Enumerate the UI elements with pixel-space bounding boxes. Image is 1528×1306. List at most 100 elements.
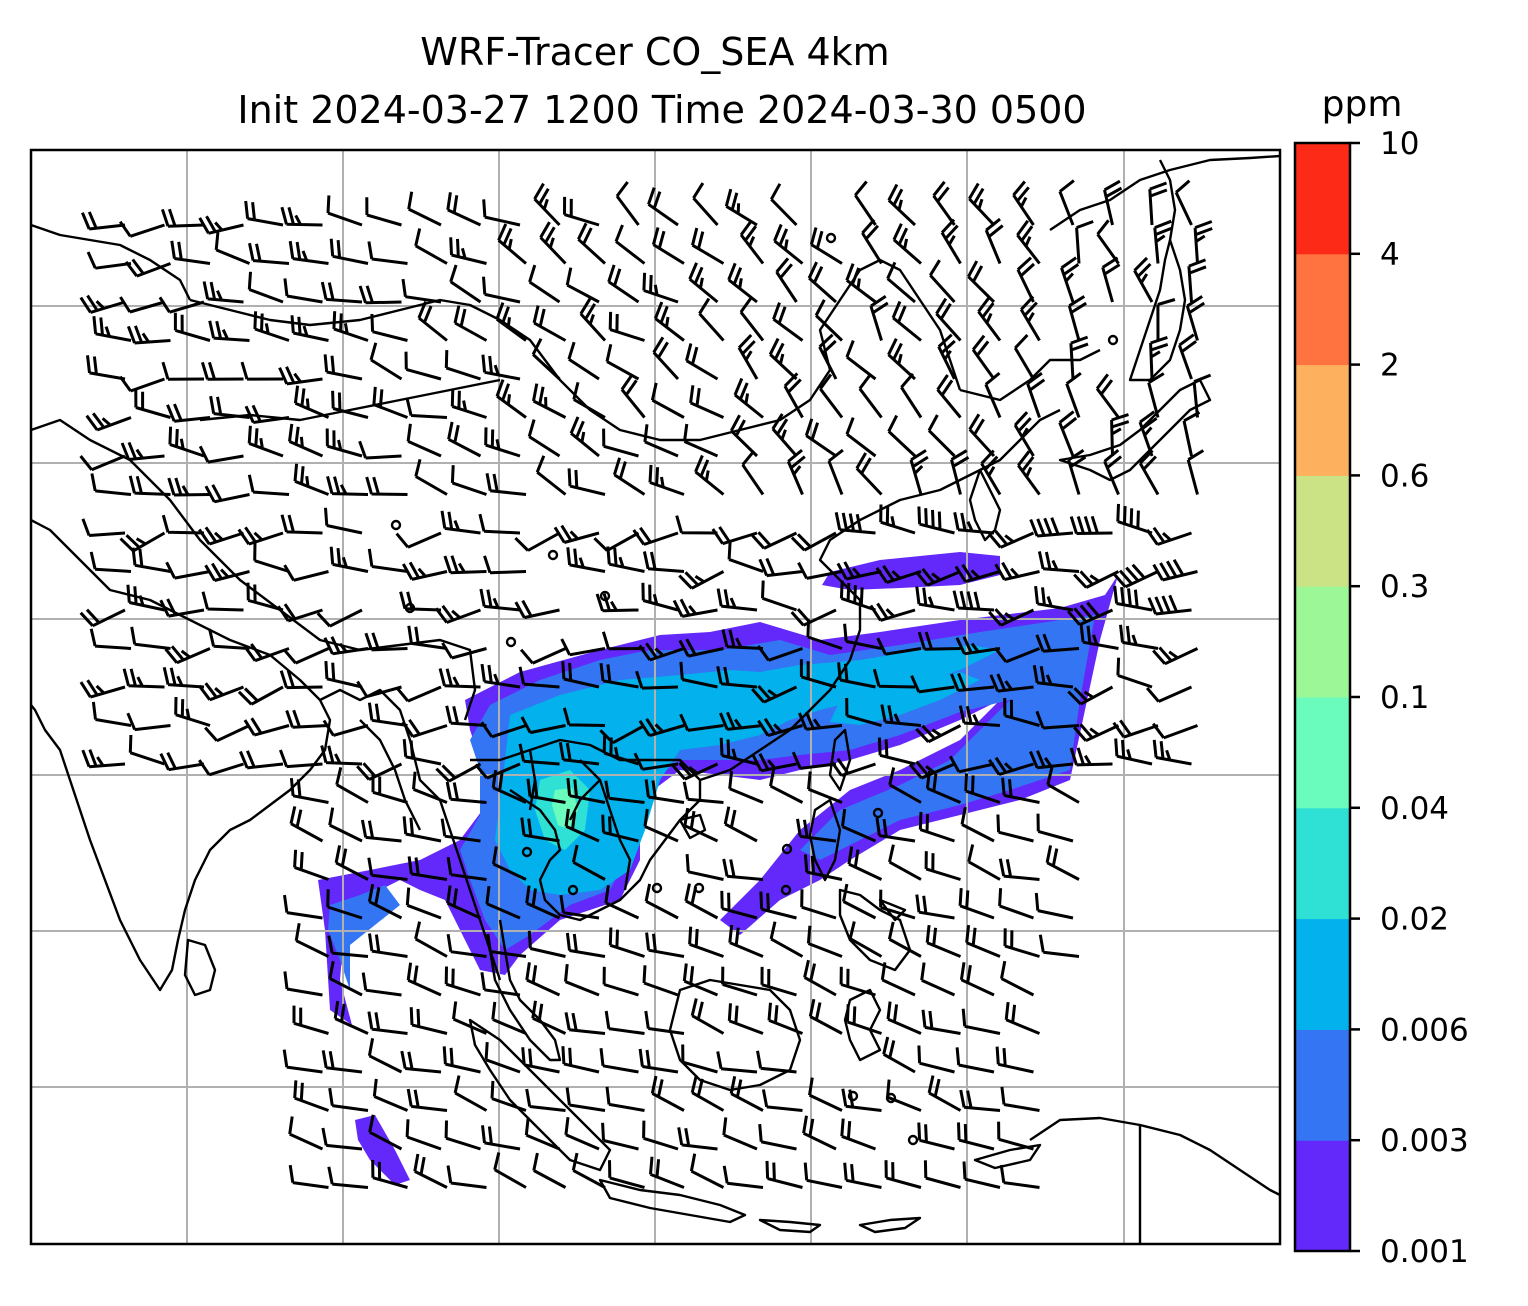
wind-barb [827,448,844,496]
wind-barb [401,561,448,581]
wind-barb [481,354,521,381]
wind-barb [514,531,561,552]
wind-barb [564,1117,600,1151]
wind-barb [567,341,600,381]
wind-barb [401,718,448,739]
wind-barb [758,557,803,578]
wind-barb [164,645,211,665]
wind-barb [332,311,369,342]
wind-barb [786,448,806,496]
wind-barb [917,1045,955,1074]
wind-barb [253,542,290,573]
wind-barb [917,1122,955,1151]
wind-barb [367,1011,408,1035]
wind-barb [769,183,798,227]
wind-barb [758,1123,797,1151]
wind-barb [1145,526,1192,546]
wind-barb [565,1087,606,1112]
wind-barb [1069,515,1113,535]
wind-barb [880,704,922,727]
wind-barb [479,588,521,612]
wind-barb [959,962,995,997]
wind-barb [643,424,679,458]
wind-calm-marker [567,884,579,896]
wind-barb [886,1001,922,1035]
wind-barb [807,771,843,804]
wind-calm-marker [651,882,663,894]
wind-barb [675,515,718,535]
wind-barb [1073,570,1120,589]
wind-barb [751,531,798,550]
wind-barb [253,311,290,342]
wind-barb [327,1166,369,1189]
wind-barb [367,241,408,265]
wind-barb [161,514,205,535]
wind-barb [452,1001,488,1035]
wind-barb [561,661,600,689]
wind-barb [406,1088,448,1112]
wind-barb [968,182,996,227]
wind-barb [751,685,798,704]
wind-barb [1152,739,1192,766]
wind-barb [322,719,369,737]
wind-barb [166,403,211,423]
wind-barb [446,192,482,227]
wind-barb [604,780,645,804]
wind-barb [86,355,126,381]
wind-barb [1145,685,1193,703]
wind-barb [564,1012,606,1035]
wind-barb [200,361,244,381]
wind-barb [620,374,646,419]
wind-barb [818,333,838,380]
wind-barb [1079,624,1119,650]
wind-barb [202,281,244,304]
wind-barb [1016,219,1041,265]
wind-barb [321,1050,363,1074]
wind-barb [861,218,883,265]
wind-barb [1116,657,1153,689]
wind-calm-marker [547,549,559,561]
wind-barb [1003,928,1040,958]
wind-barb [1119,624,1159,650]
colorbar-segment [1295,586,1350,698]
wind-barb [1036,813,1074,843]
wind-barb [915,586,955,612]
wind-barb [614,224,646,265]
wind-barb [1133,256,1154,303]
wind-barb [950,449,970,495]
wind-barb [324,507,363,535]
wind-calm-marker [693,882,705,894]
wind-barb [526,778,566,804]
wind-barb [642,965,679,997]
wind-barb [879,889,916,920]
wind-barb [485,886,521,920]
wind-barbs [79,179,1213,1189]
wind-barb [440,510,481,535]
wind-barb [331,390,369,419]
wind-barb [993,646,1041,664]
wind-barb [1035,633,1080,653]
wind-barb [724,188,758,227]
wind-barb [81,518,126,537]
wind-barb [769,921,804,958]
wind-barb [532,383,567,419]
colorbar-segment [1295,1140,1350,1252]
wind-barb [79,608,126,628]
wind-barb [593,531,640,552]
wind-barb [1034,892,1074,920]
wind-barb [198,759,244,777]
wind-barb [486,933,527,958]
wind-barb [440,818,481,843]
wind-barb [729,1076,764,1112]
wind-barb [605,1086,645,1112]
wind-barb [565,267,600,304]
wind-barb [783,372,804,419]
wind-barb [604,885,640,920]
wind-barb [1156,298,1176,341]
wind-barb [690,998,725,1035]
wind-barb [650,1075,685,1112]
wind-barb [1185,295,1206,341]
wind-barb [579,297,607,342]
wind-barb [914,567,962,587]
wind-barb [952,590,995,612]
